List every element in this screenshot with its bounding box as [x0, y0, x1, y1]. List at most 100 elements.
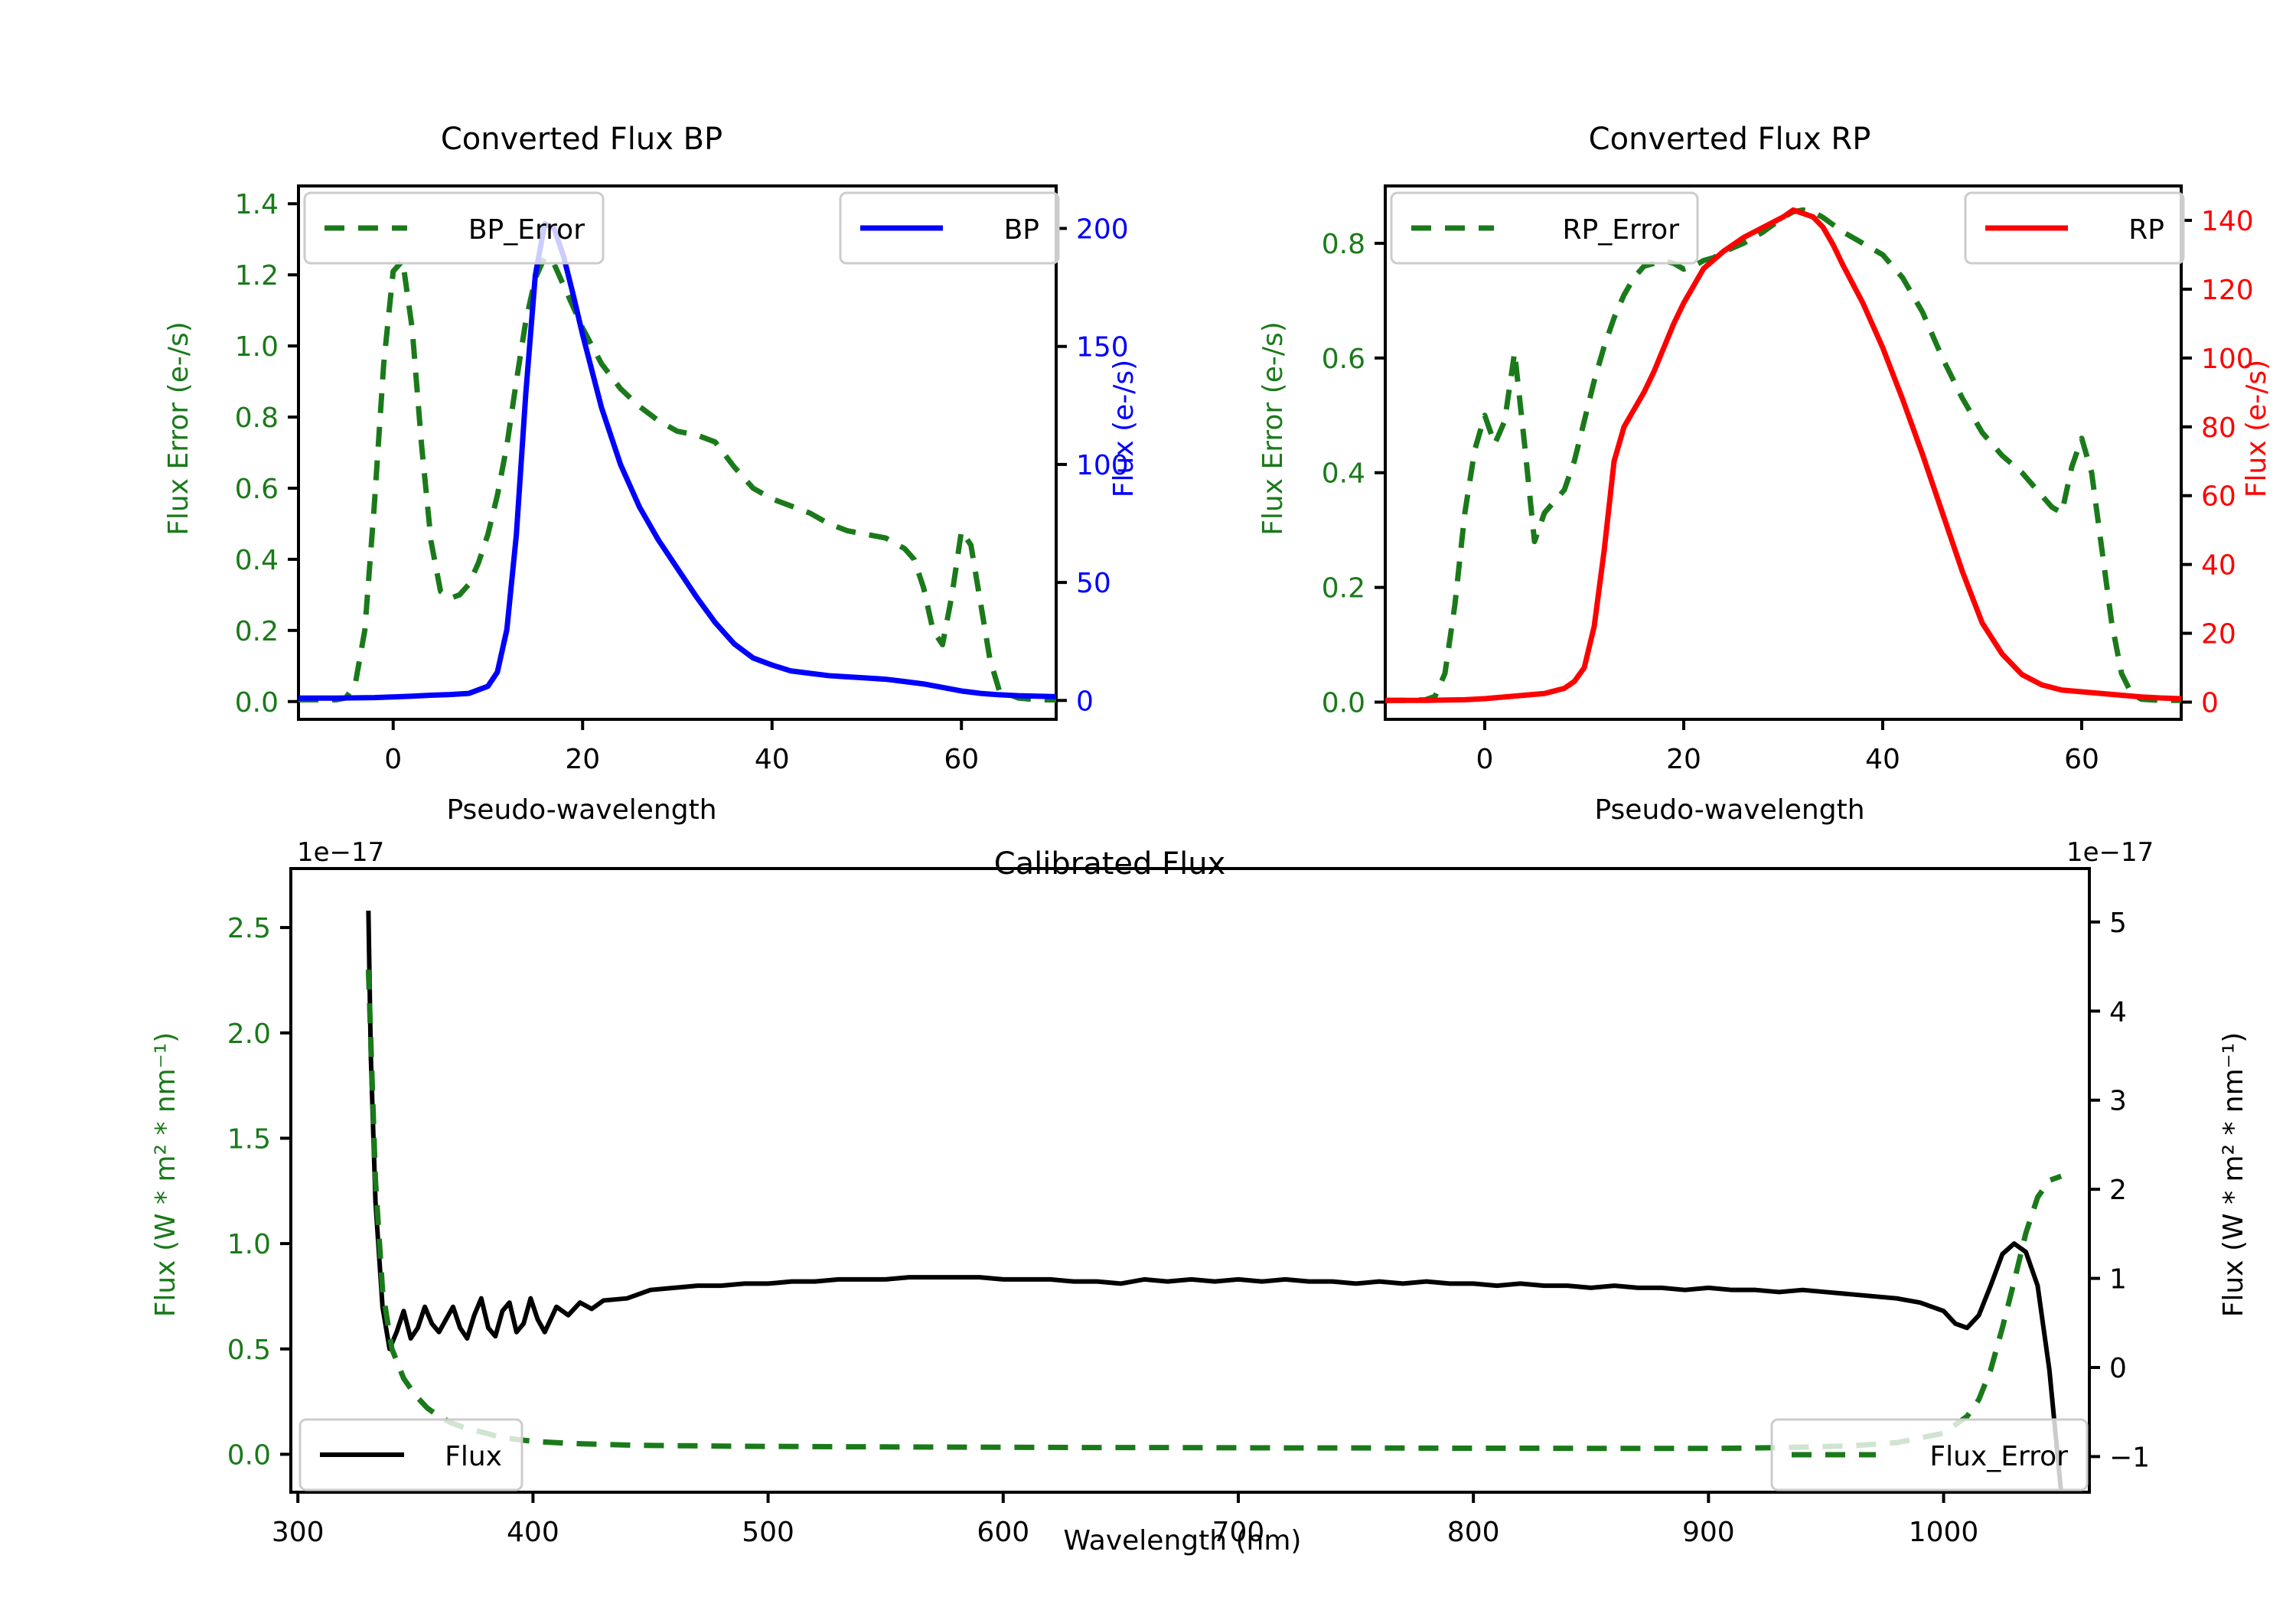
cal-title: Calibrated Flux — [994, 846, 1226, 882]
series-line-flux_error — [365, 970, 2063, 1452]
y-tick-label-left: 0.8 — [235, 403, 279, 434]
y-tick-label-left: 2.0 — [227, 1019, 271, 1050]
x-tick-label: 40 — [755, 744, 790, 775]
bp-axes: 0 20 40 60 0.0 0.2 0.4 0.6 0.8 1.0 1.2 1.4 0 50 100 150… — [235, 184, 1129, 775]
y-tick-label-right: 120 — [2201, 275, 2254, 306]
x-tick-label: 0 — [384, 744, 402, 775]
panel-converted-flux-rp: Converted Flux RP 0 20 40 60 0.0 0.2 0.4 0.6 0.8… — [1148, 0, 2296, 842]
series-line-bp — [298, 220, 1057, 701]
cal-legend-flux-label: Flux — [445, 1441, 502, 1472]
bp-chart-svg: Converted Flux BP 0 20 40 60 0.0 0.2 0.4 0.6 0.8… — [163, 122, 1140, 826]
y-tick-label-right: 200 — [1076, 214, 1129, 246]
x-tick-label: 400 — [507, 1517, 559, 1548]
y-tick-label-right: 3 — [2109, 1086, 2127, 1117]
y-tick-label-right: 4 — [2109, 996, 2127, 1028]
series-line-flux — [366, 911, 2064, 1493]
bp-series-lines — [298, 220, 1057, 702]
y-tick-label-left: 1.0 — [235, 331, 279, 363]
x-tick-label: 0 — [1476, 744, 1494, 775]
bp-xlabel: Pseudo-wavelength — [446, 794, 716, 826]
rp-ylabel-left: Flux Error (e-/s) — [1257, 321, 1289, 536]
rp-legend-error-label: RP_Error — [1563, 214, 1680, 246]
y-tick-label-right: 60 — [2201, 481, 2236, 513]
cal-series-lines — [365, 911, 2064, 1493]
y-tick-label-left: 2.5 — [227, 913, 271, 944]
y-tick-label-right: 0 — [1076, 686, 1094, 717]
rp-xlabel: Pseudo-wavelength — [1594, 794, 1864, 826]
y-tick-label-right: 2 — [2109, 1175, 2127, 1206]
y-tick-label-right: 40 — [2201, 550, 2236, 582]
y-tick-label-left: 0.0 — [1322, 688, 1365, 719]
bp-legend-error-label: BP_Error — [468, 214, 585, 246]
cal-legend-flux[interactable]: Flux — [298, 1418, 523, 1491]
series-line-bp_error — [298, 254, 1056, 702]
rp-legend-rp[interactable]: RP — [1964, 191, 2185, 265]
y-tick-label-right: 5 — [2109, 908, 2127, 939]
rp-chart-svg: Converted Flux RP 0 20 40 60 0.0 0.2 0.4 0.6 0.8… — [1257, 122, 2272, 826]
y-tick-label-left: 0.2 — [235, 616, 279, 647]
y-tick-label-left: 0.6 — [235, 474, 279, 505]
panel-converted-flux-bp: Converted Flux BP 0 20 40 60 0.0 0.2 0.4 0.6 0.8… — [0, 0, 1148, 842]
bp-legend-bp-label: BP — [1004, 214, 1039, 246]
y-tick-label-left: 0.0 — [235, 687, 279, 719]
y-tick-label-right: 0 — [2201, 688, 2219, 719]
y-tick-label-left: 0.0 — [227, 1439, 271, 1471]
x-tick-label: 1000 — [1909, 1517, 1979, 1548]
y-tick-label-right: 50 — [1076, 568, 1111, 599]
bp-legend-error[interactable]: BP_Error — [303, 191, 605, 265]
rp-series-lines — [1385, 207, 2182, 703]
x-tick-label: 600 — [977, 1517, 1029, 1548]
y-tick-label-right: 0 — [2109, 1353, 2127, 1384]
x-tick-label: 800 — [1447, 1517, 1500, 1548]
rp-legend-error[interactable]: RP_Error — [1390, 191, 1699, 265]
series-line-rp — [1385, 207, 2182, 703]
rp-axes: 0 20 40 60 0.0 0.2 0.4 0.6 0.8 0 20 40 60 80 100 120 140 — [1322, 184, 2254, 775]
y-tick-label-left: 0.4 — [1322, 458, 1365, 490]
y-tick-label-right: 150 — [1076, 332, 1129, 363]
calibrated-chart-svg: Calibrated Flux 1e−17 1e−17 300 400 500 600… — [150, 837, 2249, 1556]
bp-title: Converted Flux BP — [441, 122, 722, 157]
cal-ylabel-right: Flux (W * m² * nm⁻¹) — [2218, 1032, 2249, 1318]
x-tick-label: 500 — [742, 1517, 794, 1548]
cal-axes: 300 400 500 600 700 800 900 1000 0.0 0.5 1.0 1.5 2.0… — [227, 867, 2150, 1548]
y-tick-label-left: 0.4 — [235, 545, 279, 576]
x-tick-label: 300 — [272, 1517, 325, 1548]
x-tick-label: 60 — [944, 744, 979, 775]
cal-offset-right: 1e−17 — [2066, 837, 2154, 868]
x-tick-label: 40 — [1865, 744, 1900, 775]
y-tick-label-left: 1.0 — [227, 1229, 271, 1260]
y-tick-label-right: −1 — [2109, 1442, 2150, 1473]
y-tick-label-right: 20 — [2201, 619, 2236, 650]
x-tick-label: 20 — [565, 744, 600, 775]
x-tick-label: 700 — [1212, 1517, 1265, 1548]
rp-ylabel-right: Flux (e-/s) — [2241, 360, 2272, 497]
rp-legend-rp-label: RP — [2128, 214, 2164, 246]
cal-xlabel: Wavelength (nm) — [1064, 1525, 1302, 1556]
x-tick-label: 20 — [1666, 744, 1701, 775]
series-line-rp_error — [1385, 207, 2181, 703]
x-tick-label: 900 — [1682, 1517, 1735, 1548]
cal-ylabel-left: Flux (W * m² * nm⁻¹) — [150, 1032, 181, 1318]
y-tick-label-left: 0.6 — [1322, 344, 1365, 375]
y-tick-label-left: 1.4 — [235, 189, 279, 220]
y-tick-label-right: 1 — [2109, 1264, 2127, 1296]
y-tick-label-left: 0.8 — [1322, 229, 1365, 260]
y-tick-label-left: 0.5 — [227, 1335, 271, 1366]
bp-ylabel-left: Flux Error (e-/s) — [163, 321, 194, 536]
y-tick-label-left: 0.2 — [1322, 573, 1365, 605]
cal-offset-left: 1e−17 — [297, 837, 384, 868]
y-tick-label-right: 140 — [2201, 206, 2254, 237]
y-tick-label-right: 100 — [2201, 344, 2254, 375]
y-tick-label-left: 1.5 — [227, 1123, 271, 1155]
rp-title: Converted Flux RP — [1589, 122, 1871, 157]
cal-legend-flux-error-label: Flux_Error — [1929, 1441, 2068, 1472]
y-tick-label-left: 1.2 — [235, 260, 279, 292]
cal-legend-flux-error[interactable]: Flux_Error — [1770, 1418, 2089, 1491]
panel-calibrated-flux: Calibrated Flux 1e−17 1e−17 300 400 500 600… — [0, 826, 2296, 1607]
bp-ylabel-right: Flux (e-/s) — [1108, 360, 1140, 497]
bp-legend-bp[interactable]: BP — [839, 191, 1060, 265]
x-tick-label: 60 — [2064, 744, 2099, 775]
y-tick-label-right: 80 — [2201, 412, 2236, 444]
y-tick-label-right: 100 — [1076, 450, 1129, 481]
